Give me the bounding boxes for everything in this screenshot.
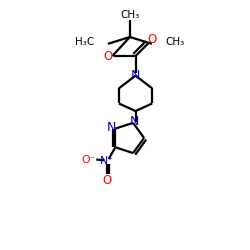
Text: N: N xyxy=(130,115,139,128)
Text: CH₃: CH₃ xyxy=(120,10,140,20)
Text: N: N xyxy=(131,69,140,82)
Text: O: O xyxy=(102,174,112,187)
Text: O⁻: O⁻ xyxy=(81,154,96,164)
Text: H₃C: H₃C xyxy=(75,38,94,48)
Text: O: O xyxy=(148,33,157,46)
Text: N: N xyxy=(107,121,116,134)
Text: N⁺: N⁺ xyxy=(100,156,114,166)
Text: CH₃: CH₃ xyxy=(165,38,184,48)
Text: O: O xyxy=(103,50,113,62)
